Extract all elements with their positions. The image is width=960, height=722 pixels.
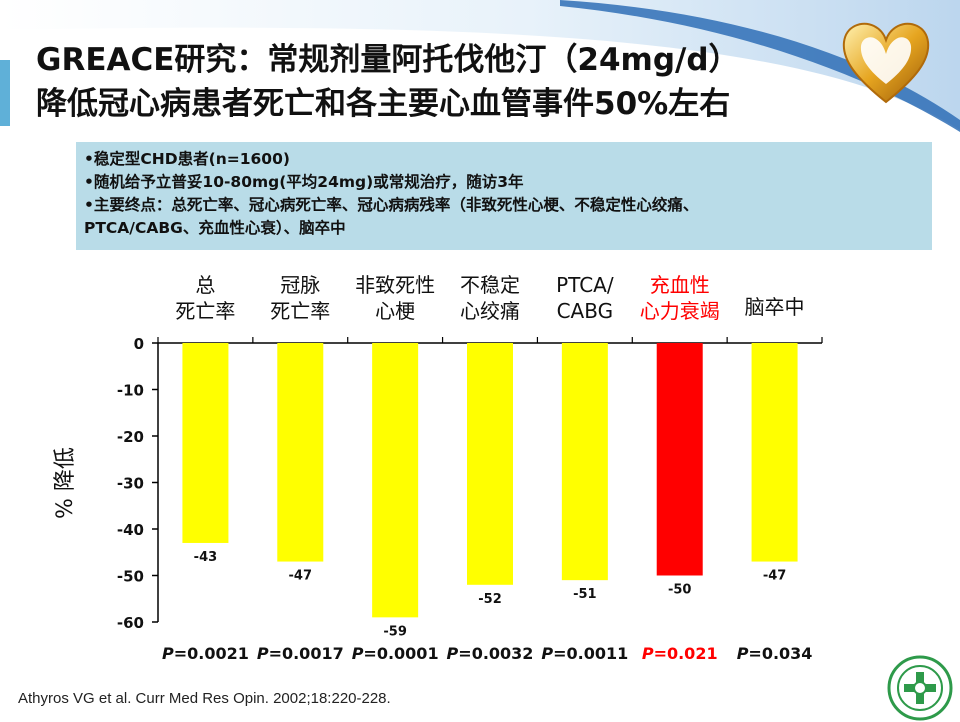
p-value-label: P=0.0032 (446, 644, 534, 663)
bar-value-label: -52 (478, 592, 502, 607)
bar-value-label: -47 (763, 569, 787, 584)
bar-value-label: -47 (289, 569, 313, 584)
p-value-label: P=0.0011 (541, 644, 629, 663)
title-line-1: GREACE研究：常规剂量阿托伐他汀（24mg/d） (36, 42, 740, 78)
bar (656, 343, 703, 576)
bar (467, 343, 513, 585)
bar-value-label: -59 (383, 624, 407, 639)
p-value-label: P=0.0021 (161, 644, 249, 663)
y-axis-title: % 降低 (53, 447, 78, 519)
hospital-seal-icon (887, 655, 953, 721)
info-bullet: •随机给予立普妥10-80mg(平均24mg)或常规治疗，随访3年 (84, 173, 524, 191)
y-tick-label: -30 (117, 475, 144, 493)
category-label: 非致死性 心梗 (355, 273, 436, 323)
left-accent-bar (0, 60, 14, 126)
category-label: 总死亡率 (175, 273, 236, 323)
category-label: 脑卒中 (744, 295, 805, 319)
info-bullet: •稳定型CHD患者(n=1600) (84, 150, 290, 168)
p-value-label: P=0.021 (641, 644, 718, 663)
bar (277, 343, 324, 562)
p-value-label: P=0.0001 (351, 644, 439, 663)
y-tick-label: -60 (117, 614, 144, 632)
slide-title: GREACE研究：常规剂量阿托伐他汀（24mg/d） 降低冠心病患者死亡和各主要… (36, 38, 836, 126)
title-line-2: 降低冠心病患者死亡和各主要心血管事件50%左右 (36, 86, 731, 122)
citation: Athyros VG et al. Curr Med Res Opin. 200… (18, 690, 391, 707)
y-tick-label: -10 (117, 382, 144, 400)
heart-logo-icon (842, 22, 930, 104)
info-bullet: PTCA/CABG、充血性心衰）、脑卒中 (84, 219, 346, 237)
bar-value-label: -51 (573, 587, 597, 602)
y-tick-label: -50 (117, 568, 144, 586)
category-label: 充血性 心力衰竭 (639, 273, 720, 323)
category-label: PTCA/CABG (556, 273, 614, 323)
category-label: 不稳定 心绞痛 (460, 273, 520, 323)
y-tick-label: -40 (117, 521, 144, 539)
p-value-label: P=0.034 (736, 644, 813, 663)
study-info-box: •稳定型CHD患者(n=1600) •随机给予立普妥10-80mg(平均24mg… (76, 142, 932, 250)
category-label: 冠脉 死亡率 (270, 273, 331, 323)
bar (182, 343, 229, 543)
p-value-label: P=0.0017 (256, 644, 344, 663)
y-tick-label: 0 (134, 335, 144, 353)
bar (372, 343, 419, 618)
header-swoosh (0, 0, 960, 132)
bar-value-label: -50 (668, 583, 692, 598)
y-tick-label: -20 (117, 428, 144, 446)
bar (751, 343, 798, 562)
bar-value-label: -43 (194, 550, 218, 565)
bar (561, 343, 608, 581)
info-bullet: •主要终点：总死亡率、冠心病死亡率、冠心病病残率（非致死性心梗、不稳定性心绞痛、 (84, 196, 699, 214)
